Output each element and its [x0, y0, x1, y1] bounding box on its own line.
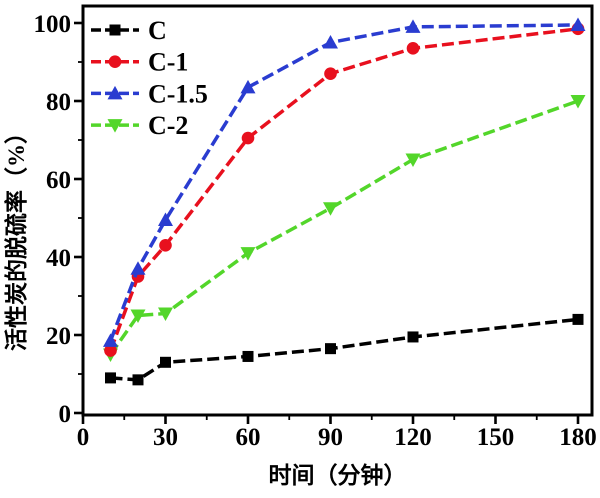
series-line-C — [110, 317, 579, 382]
x-tick-label: 120 — [394, 424, 432, 451]
x-tick-label: 0 — [77, 424, 90, 451]
y-axis-title: 活性炭的脱硫率（%） — [3, 121, 29, 351]
legend-item-C-1: C-1 — [91, 48, 188, 77]
data-point-C-1.5 — [130, 261, 146, 275]
data-point-C-2 — [570, 95, 586, 109]
y-tick-label: 100 — [34, 11, 72, 38]
data-point-C-2 — [158, 307, 173, 322]
data-point-C-1 — [241, 131, 255, 145]
x-tick-label: 90 — [318, 424, 343, 451]
data-point-C — [242, 350, 254, 362]
data-point-C — [325, 343, 336, 355]
legend-marker-square — [109, 24, 121, 36]
legend-marker-circle — [108, 55, 122, 68]
data-point-C — [132, 374, 144, 386]
x-axis-ticks — [81, 415, 580, 424]
data-point-C-2 — [323, 202, 338, 216]
legend-item-C: C — [91, 16, 167, 45]
series-C — [105, 313, 584, 386]
y-tick-label: 60 — [46, 167, 71, 194]
data-point-C-1.5 — [240, 79, 256, 94]
data-point-C-1 — [104, 344, 117, 357]
data-point-C — [407, 331, 419, 343]
series-C-1.5 — [103, 17, 586, 347]
data-point-C-2 — [405, 153, 421, 167]
data-point-C — [160, 356, 171, 368]
x-tick-labels: 0 30 60 90 120 150 180 — [77, 424, 597, 451]
legend-label: C-1.5 — [148, 79, 208, 108]
y-tick-labels: 0 20 40 60 80 100 — [34, 11, 72, 428]
x-axis-title: 时间（分钟） — [269, 462, 407, 488]
legend-item-C-2: C-2 — [91, 111, 188, 140]
x-tick-label: 150 — [477, 424, 515, 451]
y-tick-label: 20 — [46, 323, 71, 350]
data-point-C-1.5 — [158, 212, 173, 226]
data-point-C-2 — [240, 247, 256, 261]
legend-marker-triangle-up — [107, 85, 123, 100]
y-tick-label: 40 — [46, 245, 71, 272]
legend-item-C-1.5: C-1.5 — [91, 79, 208, 108]
legend-label: C — [148, 16, 167, 45]
data-point-C-1 — [406, 42, 420, 55]
data-point-C-1 — [159, 239, 172, 252]
data-point-C-2 — [130, 309, 146, 323]
x-tick-label: 180 — [559, 424, 597, 451]
legend-label: C-2 — [148, 111, 188, 140]
y-tick-label: 0 — [59, 401, 72, 428]
y-tick-label: 80 — [46, 89, 71, 116]
legend-marker-triangle-down — [107, 119, 123, 133]
x-tick-label: 30 — [153, 424, 178, 451]
data-point-C — [105, 372, 116, 384]
data-point-C-1.5 — [570, 17, 586, 31]
legend: C C-1C-1.5 C-2 — [91, 16, 208, 140]
data-point-C-1.5 — [323, 35, 338, 49]
y-axis-ticks — [74, 21, 83, 415]
legend-label: C-1 — [148, 48, 188, 77]
plot-frame — [81, 4, 594, 417]
data-point-C — [572, 313, 584, 325]
x-tick-label: 60 — [236, 424, 261, 451]
data-point-C-1.5 — [103, 333, 118, 347]
data-point-C-1.5 — [405, 19, 421, 33]
data-point-C-1 — [324, 67, 337, 80]
